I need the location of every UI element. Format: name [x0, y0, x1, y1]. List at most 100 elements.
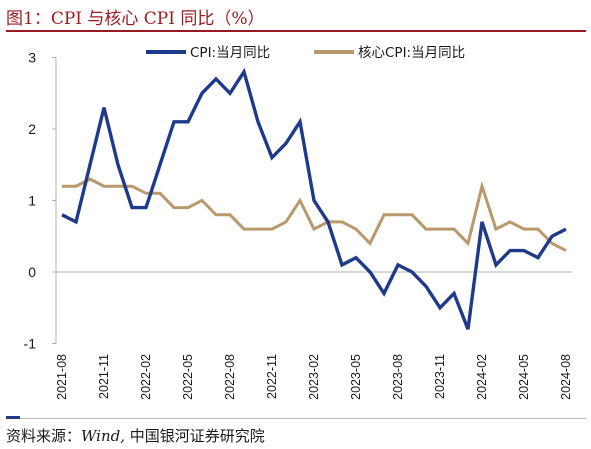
x-tick-label: 2024-05 — [517, 354, 531, 400]
line-chart: -1 0 1 2 3 2021-08 2021-11 2022-02 2022-05 2022-0… — [24, 45, 573, 400]
data-point — [159, 192, 161, 194]
data-point — [383, 292, 385, 294]
data-point — [425, 285, 427, 287]
footer-divider — [6, 418, 586, 419]
data-point — [173, 121, 175, 123]
source-suffix: 中国银河证券研究院 — [125, 427, 265, 445]
series-line — [62, 177, 567, 252]
data-point — [187, 206, 189, 208]
data-point — [341, 264, 343, 266]
data-point — [229, 214, 231, 216]
source-note: 资料来源：Wind, 中国银河证券研究院 — [6, 425, 265, 446]
x-tick-label: 2022-08 — [223, 354, 237, 400]
data-point — [243, 71, 245, 73]
data-point — [565, 249, 567, 251]
data-point — [453, 292, 455, 294]
y-tick-label: 0 — [28, 264, 36, 280]
legend-label: CPI:当月同比 — [190, 45, 270, 61]
data-point — [229, 92, 231, 94]
data-point — [75, 185, 77, 187]
x-tick-label: 2023-08 — [391, 354, 405, 400]
data-point — [285, 221, 287, 223]
data-point — [565, 228, 567, 230]
data-point — [285, 142, 287, 144]
data-point — [145, 192, 147, 194]
data-point — [495, 228, 497, 230]
data-point — [159, 164, 161, 166]
chart-legend: CPI:当月同比 核心CPI:当月同比 — [146, 45, 465, 61]
data-point — [537, 257, 539, 259]
title-divider — [6, 30, 586, 32]
data-point — [145, 206, 147, 208]
data-point — [243, 228, 245, 230]
data-point — [439, 228, 441, 230]
data-point — [481, 185, 483, 187]
data-point — [299, 199, 301, 201]
data-point — [369, 242, 371, 244]
data-point — [467, 328, 469, 330]
figure-title: 图1：CPI 与核心 CPI 同比（%） — [6, 9, 265, 29]
data-point — [411, 214, 413, 216]
x-tick-label: 2024-08 — [559, 354, 573, 400]
data-point — [355, 257, 357, 259]
data-point — [355, 228, 357, 230]
data-point — [117, 164, 119, 166]
data-point — [523, 249, 525, 251]
x-tick-label: 2023-02 — [307, 354, 321, 400]
data-point — [495, 264, 497, 266]
x-tick-label: 2022-11 — [265, 354, 279, 399]
data-point — [61, 214, 63, 216]
data-point — [509, 249, 511, 251]
data-point — [89, 164, 91, 166]
data-point — [117, 185, 119, 187]
data-point — [551, 242, 553, 244]
chart-axes: -1 0 1 2 3 2021-08 2021-11 2022-02 2022-05 2022-0… — [24, 50, 573, 400]
y-tick-label: 3 — [28, 50, 36, 66]
data-point — [131, 185, 133, 187]
y-tick-label: 2 — [28, 121, 36, 137]
source-wind: Wind, — [81, 427, 125, 445]
series-line — [61, 67, 567, 330]
source-prefix: 资料来源： — [6, 427, 82, 445]
data-point — [453, 228, 455, 230]
x-tick-label: 2021-11 — [97, 354, 111, 399]
data-point — [397, 264, 399, 266]
data-point — [271, 228, 273, 230]
data-point — [215, 78, 217, 80]
x-tick-label: 2022-05 — [181, 354, 195, 400]
data-point — [201, 92, 203, 94]
data-point — [327, 221, 329, 223]
data-point — [467, 242, 469, 244]
data-point — [425, 228, 427, 230]
data-point — [341, 221, 343, 223]
data-point — [61, 185, 63, 187]
data-point — [103, 106, 105, 108]
data-point — [523, 228, 525, 230]
data-point — [313, 228, 315, 230]
data-point — [439, 307, 441, 309]
data-point — [215, 214, 217, 216]
x-tick-label: 2023-05 — [349, 354, 363, 400]
data-point — [201, 199, 203, 201]
series-2 — [61, 177, 567, 252]
data-point — [187, 121, 189, 123]
series-lines — [61, 67, 567, 330]
data-point — [537, 228, 539, 230]
legend-label: 核心CPI:当月同比 — [358, 45, 465, 61]
series-1 — [61, 67, 567, 330]
x-tick-label: 2021-08 — [55, 354, 69, 400]
x-tick-label: 2022-02 — [139, 354, 153, 400]
data-point — [369, 271, 371, 273]
data-point — [103, 185, 105, 187]
data-point — [551, 235, 553, 237]
data-point — [509, 221, 511, 223]
data-point — [257, 121, 259, 123]
data-point — [75, 221, 77, 223]
data-point — [271, 156, 273, 158]
data-point — [131, 206, 133, 208]
data-point — [411, 271, 413, 273]
data-point — [383, 214, 385, 216]
footer-accent-mark — [6, 416, 20, 419]
data-point — [397, 214, 399, 216]
data-point — [313, 199, 315, 201]
